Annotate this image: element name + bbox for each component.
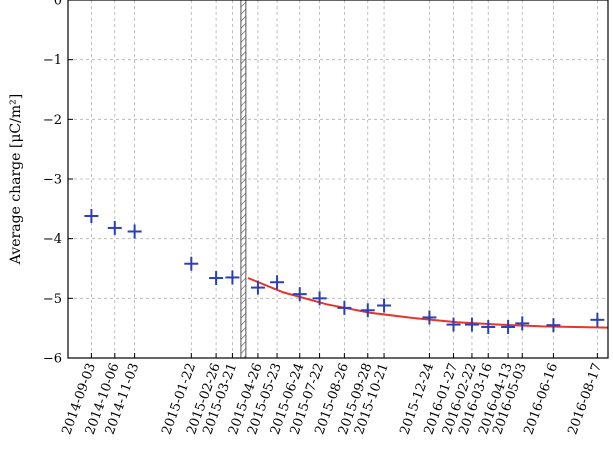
data-point bbox=[292, 287, 307, 302]
data-point bbox=[337, 300, 352, 315]
y-tick-label: −4 bbox=[43, 232, 62, 247]
data-point bbox=[377, 298, 392, 313]
data-point bbox=[590, 312, 605, 327]
y-tick-label: −5 bbox=[43, 292, 62, 307]
y-tick-label: −2 bbox=[43, 113, 62, 128]
data-point bbox=[250, 280, 265, 295]
data-point bbox=[446, 317, 461, 332]
data-point bbox=[184, 256, 199, 271]
data-point bbox=[464, 317, 479, 332]
fit-line bbox=[247, 277, 609, 329]
data-point bbox=[501, 319, 516, 334]
data-point bbox=[515, 316, 530, 331]
data-point bbox=[422, 310, 437, 325]
data-point bbox=[481, 319, 496, 334]
data-point bbox=[360, 303, 375, 318]
y-tick-label: −3 bbox=[43, 173, 62, 188]
grid bbox=[68, 0, 608, 359]
data-point bbox=[225, 270, 240, 285]
data-point bbox=[312, 291, 327, 306]
y-tick-label: −1 bbox=[43, 53, 62, 68]
data-points bbox=[84, 208, 605, 334]
data-point bbox=[270, 275, 285, 290]
boundary-band-rect bbox=[240, 0, 247, 359]
data-point bbox=[546, 318, 561, 333]
fit-curve bbox=[247, 277, 609, 329]
data-point bbox=[127, 224, 142, 239]
boundary-band bbox=[240, 0, 247, 359]
y-tick-label: −6 bbox=[43, 352, 62, 367]
y-axis-label: Average charge [μC/m²] bbox=[8, 94, 24, 265]
data-point bbox=[84, 208, 99, 223]
x-tick-label: 2016-08-17 bbox=[565, 361, 605, 437]
data-point bbox=[209, 271, 224, 286]
data-point bbox=[107, 220, 122, 235]
y-tick-label: 0 bbox=[54, 0, 62, 9]
y-tick-labels: 0 −1 −2 −3 −4 −5 −6 bbox=[43, 0, 73, 367]
